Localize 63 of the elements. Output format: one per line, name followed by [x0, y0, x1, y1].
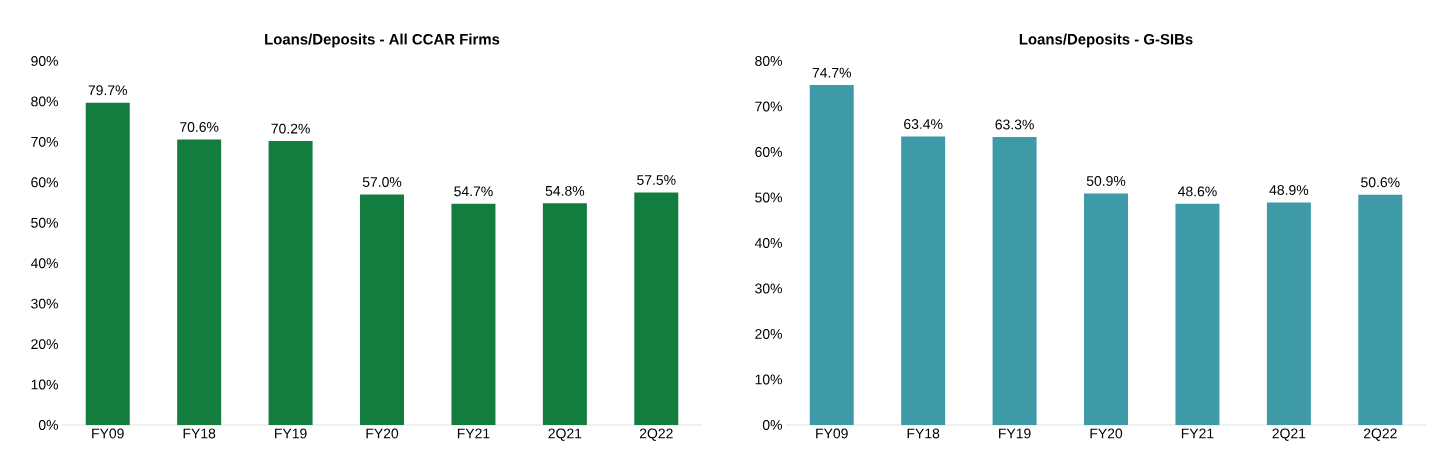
x-tick-label: FY09	[92, 428, 124, 439]
y-tick-label: 70%	[31, 136, 58, 147]
bar	[360, 194, 405, 425]
bar	[809, 85, 854, 425]
y-tick-label: 60%	[755, 147, 782, 157]
y-tick-label: 10%	[755, 374, 782, 385]
data-label: 48.9%	[1269, 185, 1309, 195]
x-tick-label: FY18	[183, 428, 216, 439]
x-tick-label: FY19	[999, 428, 1031, 439]
data-label: 70.6%	[180, 122, 219, 132]
x-tick-label: 2Q22	[1363, 428, 1397, 441]
y-tick-label: 20%	[31, 339, 58, 350]
x-tick-label: FY21	[457, 428, 490, 439]
y-tick-label: 60%	[31, 177, 58, 188]
y-tick-label: 50%	[755, 192, 782, 203]
data-label: 63.4%	[904, 119, 943, 130]
chart-title: Loans/Deposits - All CCAR Firms	[265, 33, 500, 48]
y-tick-label: 40%	[754, 238, 782, 248]
bar	[177, 139, 222, 425]
bar	[1266, 202, 1311, 425]
x-tick-label: FY20	[366, 428, 399, 439]
bar	[1084, 193, 1129, 425]
data-label: 50.6%	[1361, 177, 1400, 188]
data-label: 48.6%	[1177, 186, 1217, 197]
y-tick-label: 50%	[31, 217, 58, 228]
bar	[634, 192, 679, 425]
bar	[451, 203, 496, 425]
y-tick-label: 20%	[755, 329, 782, 339]
x-tick-label: FY19	[275, 428, 307, 439]
bar	[1175, 203, 1220, 425]
data-label: 57.0%	[362, 177, 402, 187]
y-tick-label: 30%	[31, 298, 58, 309]
y-tick-label: 0%	[38, 420, 58, 430]
y-tick-label: 80%	[755, 56, 782, 66]
bar	[1358, 194, 1403, 425]
data-label: 74.7%	[812, 67, 852, 78]
data-label: 70.2%	[271, 123, 310, 134]
x-tick-label: 2Q21	[548, 428, 582, 441]
y-tick-label: 0%	[762, 420, 782, 430]
y-tick-label: 10%	[31, 379, 58, 390]
x-tick-label: FY20	[1090, 428, 1123, 439]
data-label: 50.9%	[1086, 175, 1126, 186]
data-label: 57.5%	[637, 175, 676, 185]
bar	[992, 136, 1037, 425]
x-tick-label: FY09	[816, 428, 848, 439]
data-label: 79.7%	[88, 85, 128, 96]
chart-title: Loans/Deposits - G-SIBs	[1019, 33, 1193, 48]
data-label: 54.7%	[454, 186, 493, 197]
bar	[542, 203, 587, 425]
y-tick-label: 70%	[755, 101, 782, 112]
data-label: 54.8%	[545, 185, 585, 196]
bar	[901, 136, 946, 425]
bar	[85, 102, 130, 425]
y-tick-label: 40%	[30, 258, 58, 269]
y-tick-label: 30%	[755, 283, 782, 294]
y-tick-label: 80%	[31, 96, 58, 107]
bar	[268, 141, 313, 425]
x-tick-label: FY18	[907, 428, 940, 439]
y-tick-label: 90%	[31, 56, 58, 66]
x-tick-label: FY21	[1181, 428, 1214, 439]
x-tick-label: 2Q22	[639, 428, 673, 441]
x-tick-label: 2Q21	[1272, 428, 1306, 441]
data-label: 63.3%	[995, 119, 1034, 130]
